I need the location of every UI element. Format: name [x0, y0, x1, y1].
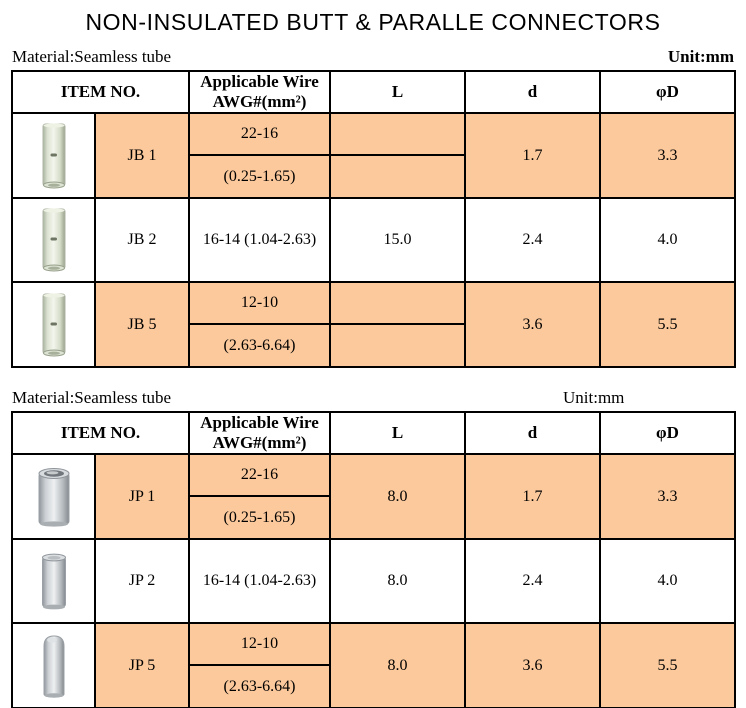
col-header-diameter-d: d: [464, 69, 601, 115]
diameter-d-cell: 3.6: [464, 622, 601, 708]
col-header-wire: Applicable Wire AWG#(mm²): [188, 411, 331, 456]
length-cell: 8.0: [329, 622, 466, 708]
wire-header-line2: AWG#(mm²): [212, 433, 307, 453]
table-row-jp5-top: JP 5 12-10 8.0 3.6 5.5: [11, 622, 736, 708]
diameter-phi-d-cell: 3.3: [599, 112, 736, 200]
col-header-diameter-d: d: [464, 411, 601, 456]
parallel-connector-image: [41, 553, 66, 610]
butt-connector-image: [42, 208, 65, 272]
item-no-cell: JB 5: [94, 281, 190, 369]
table-row-jb1-bottom: (0.25-1.65): [12, 154, 735, 200]
unit-label: Unit:mm: [667, 47, 734, 66]
butt-connector-spec-table: ITEM NO. Applicable Wire AWG#(mm²) L d φ…: [11, 69, 736, 369]
wire-range-cell: 16-14 (1.04-2.63): [188, 197, 331, 284]
item-no-cell: JB 1: [94, 112, 190, 200]
material-label: Material:Seamless tube: [12, 388, 172, 408]
diameter-phi-d-cell: 3.3: [599, 453, 736, 541]
butt-connectors-section: Material:Seamless tube Unit:mm ITEM NO. …: [11, 46, 736, 369]
table-row-jp1-bottom: (0.25-1.65): [12, 495, 735, 541]
length-cell-empty-bottom: [329, 323, 466, 369]
wire-awg-cell: 12-10: [188, 622, 331, 667]
product-image-cell: [11, 281, 96, 369]
diameter-d-cell: 2.4: [464, 197, 601, 284]
table-row-jp5-bottom: (2.63-6.64): [12, 664, 735, 708]
table-row-jb1-top: JB 1 22-16 1.7 3.3: [11, 112, 736, 200]
item-no-cell: JP 2: [94, 538, 190, 625]
diameter-phi-d-cell: 4.0: [599, 538, 736, 625]
product-image-cell: [11, 197, 96, 284]
item-no-cell: JP 1: [94, 453, 190, 541]
length-cell-empty-top: [329, 112, 466, 157]
butt-connector-image: [42, 123, 65, 189]
wire-header-line2: AWG#(mm²): [212, 92, 307, 112]
wire-mm2-cell: (0.25-1.65): [188, 495, 331, 541]
wire-header-line1: Applicable Wire: [200, 413, 319, 433]
unit-label: Unit:mm: [563, 388, 625, 408]
col-header-diameter-phi-d: φD: [599, 69, 736, 115]
product-image-cell: [11, 538, 96, 625]
wire-awg-cell: 12-10: [188, 281, 331, 326]
wire-header-line1: Applicable Wire: [200, 72, 319, 91]
butt-connector-image: [42, 293, 65, 357]
parallel-connector-image: [38, 467, 69, 527]
col-header-length: L: [329, 411, 466, 456]
table-row-jb5-top: JB 5 12-10 3.6 5.5: [11, 281, 736, 369]
col-header-item-no: ITEM NO.: [11, 411, 190, 456]
wire-awg-cell: 22-16: [188, 453, 331, 498]
diameter-d-cell: 1.7: [464, 453, 601, 541]
item-no-cell: JB 2: [94, 197, 190, 284]
wire-awg-cell: 22-16: [188, 112, 331, 157]
diameter-d-cell: 2.4: [464, 538, 601, 625]
wire-mm2-cell: (2.63-6.64): [188, 323, 331, 369]
product-image-cell: [11, 622, 96, 708]
table-row-jp2: JP 2 16-14 (1.04-2.63) 8.0 2.4 4.0: [11, 538, 736, 625]
table1-header-row: ITEM NO. Applicable Wire AWG#(mm²) L d φ…: [11, 69, 736, 115]
table1-meta-row: Material:Seamless tube Unit:mm: [11, 46, 735, 68]
table-row-jb5-bottom: (2.63-6.64): [12, 323, 735, 369]
wire-range-cell: 16-14 (1.04-2.63): [188, 538, 331, 625]
table2-meta-row: Material:Seamless tube Unit:mm: [11, 387, 735, 409]
length-cell-empty-bottom: [329, 154, 466, 200]
col-header-length: L: [329, 69, 466, 115]
length-cell: 8.0: [329, 538, 466, 625]
diameter-phi-d-cell: 5.5: [599, 622, 736, 708]
material-label: Material:Seamless tube: [12, 47, 172, 66]
length-cell-empty-top: [329, 281, 466, 326]
parallel-connector-image: [43, 635, 64, 698]
wire-mm2-cell: (2.63-6.64): [188, 664, 331, 708]
col-header-item-no: ITEM NO.: [11, 69, 190, 115]
product-image-cell: [11, 453, 96, 541]
product-image-cell: [11, 112, 96, 200]
col-header-diameter-phi-d: φD: [599, 411, 736, 456]
wire-mm2-cell: (0.25-1.65): [188, 154, 331, 200]
page-title: NON-INSULATED BUTT & PARALLE CONNECTORS: [85, 9, 661, 35]
table2-header-row: ITEM NO. Applicable Wire AWG#(mm²) L d φ…: [11, 411, 736, 456]
parallel-connector-spec-table: ITEM NO. Applicable Wire AWG#(mm²) L d φ…: [11, 411, 736, 708]
diameter-d-cell: 3.6: [464, 281, 601, 369]
parallel-connectors-section: Material:Seamless tube Unit:mm ITEM NO. …: [11, 387, 736, 708]
col-header-wire: Applicable Wire AWG#(mm²): [188, 69, 331, 115]
item-no-cell: JP 5: [94, 622, 190, 708]
diameter-phi-d-cell: 4.0: [599, 197, 736, 284]
diameter-phi-d-cell: 5.5: [599, 281, 736, 369]
table-row-jb2: JB 2 16-14 (1.04-2.63) 15.0 2.4 4.0: [11, 197, 736, 284]
length-cell: 8.0: [329, 453, 466, 541]
length-cell: 15.0: [329, 197, 466, 284]
table-row-jp1-top: JP 1 22-16 8.0 1.7 3.3: [11, 453, 736, 541]
diameter-d-cell: 1.7: [464, 112, 601, 200]
